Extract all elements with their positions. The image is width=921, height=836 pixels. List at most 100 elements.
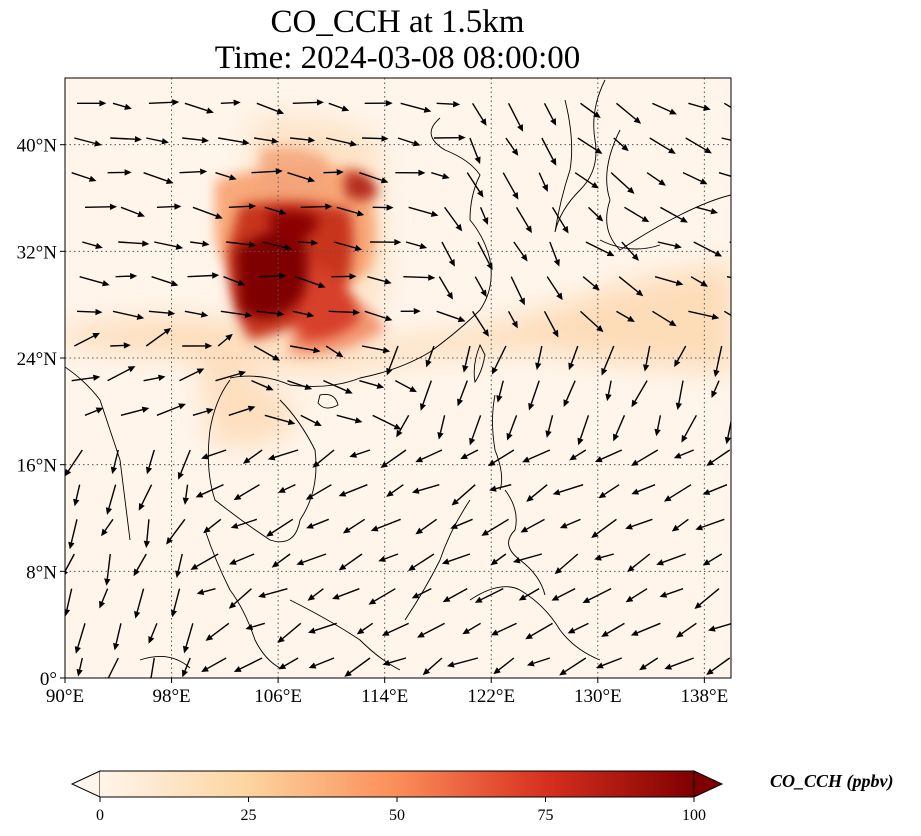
wind-arrow-shaft (104, 518, 114, 531)
wind-arrow-shaft (223, 276, 239, 284)
wind-arrow-head (382, 346, 391, 354)
wind-arrow-head (598, 491, 607, 499)
wind-arrow-head (595, 662, 604, 669)
wind-arrow-head (88, 175, 97, 182)
wind-arrow-shaft (652, 310, 671, 324)
wind-arrow-shaft (74, 335, 95, 347)
wind-arrow-shaft (438, 276, 450, 294)
colorbar-ticks: 0 25 50 75 100 (96, 797, 706, 824)
wind-arrow-head (706, 668, 714, 675)
wind-arrow-head (563, 399, 570, 407)
wind-arrow-shaft (533, 657, 551, 664)
wind-arrow-shaft (179, 171, 201, 174)
wind-arrow-head (338, 563, 347, 571)
colorbar-tick-label: 100 (682, 807, 706, 824)
wind-arrow-head (462, 627, 470, 635)
wind-arrow-head (703, 104, 711, 111)
wind-arrow-shaft (603, 345, 615, 370)
wind-arrow-head (457, 398, 464, 407)
wind-arrow-head (605, 393, 612, 402)
wind-arrow-head (65, 570, 69, 575)
wind-arrow-head (412, 140, 421, 147)
wind-arrow-shaft (538, 172, 546, 186)
wind-arrow-shaft (616, 310, 630, 320)
wind-arrow-shaft (317, 449, 335, 464)
wind-arrow-shaft (253, 345, 275, 358)
wind-arrow-shaft (101, 588, 109, 603)
wind-arrow-shaft (682, 172, 702, 182)
wind-arrow-head (248, 241, 257, 248)
wind-arrow-head (675, 279, 684, 286)
wind-arrow-head (65, 468, 72, 477)
wind-arrow-head (101, 528, 108, 537)
colorbar-tick-label: 50 (389, 807, 405, 824)
wind-arrow-shaft (290, 137, 309, 141)
wind-arrow-shaft (427, 345, 435, 362)
colorbar-extend-min (70, 770, 101, 798)
wind-arrow-shaft (681, 622, 697, 635)
wind-arrow-head (674, 359, 681, 368)
wind-arrow-head (133, 568, 140, 577)
wind-arrow-shaft (646, 172, 661, 183)
wind-arrow-head (370, 525, 379, 532)
wind-arrow-head (202, 240, 210, 247)
wind-arrow-head (99, 100, 107, 107)
wind-arrow-head (569, 453, 577, 461)
wind-arrow-shaft (284, 657, 299, 667)
wind-arrow-shaft (364, 310, 386, 319)
wind-arrow-head (228, 601, 237, 609)
wind-arrow-head (639, 663, 647, 671)
wind-arrow-shaft (436, 310, 460, 320)
wind-arrow-shaft (239, 657, 263, 670)
wind-arrow-head (113, 642, 120, 651)
wind-arrow-head (242, 457, 251, 464)
wind-arrow-head (702, 488, 711, 495)
wind-arrow-shaft (192, 206, 217, 217)
wind-arrow-shaft (120, 206, 139, 215)
wind-arrow-shaft (472, 310, 486, 332)
wind-arrow-shaft (120, 409, 143, 417)
wind-arrow-shaft (399, 414, 410, 432)
wind-arrow-shaft (587, 206, 599, 218)
wind-arrow-head (380, 461, 389, 469)
wind-arrow-shaft (184, 310, 202, 316)
wind-arrow-head (95, 308, 103, 316)
wind-arrow-head (230, 522, 239, 529)
wind-arrow-head (178, 403, 186, 410)
wind-arrow-head (385, 99, 393, 107)
wind-arrow-head (386, 367, 393, 376)
wind-arrow-shaft (70, 519, 78, 543)
wind-arrow-head (422, 668, 431, 676)
wind-arrow-head (486, 262, 493, 271)
wind-arrow-head (278, 663, 287, 670)
wind-arrow-head (659, 591, 668, 598)
wind-arrow-head (415, 456, 424, 463)
wind-arrow-shaft (311, 484, 332, 497)
wind-arrow-shaft (196, 553, 219, 567)
wind-arrow-shaft (474, 276, 484, 292)
wind-arrow-head (110, 466, 118, 475)
wind-arrow-head (713, 369, 720, 378)
wind-arrow-head (480, 289, 487, 298)
wind-arrow-shaft (218, 137, 243, 143)
wind-arrow-head (748, 245, 756, 251)
wind-arrow-shaft (477, 241, 490, 265)
wind-arrow-shaft (637, 484, 656, 493)
lon-tick-label: 98°E (152, 686, 190, 707)
wind-arrow-head (124, 169, 132, 176)
colorbar-label: CO_CCH (ppbv) (770, 771, 894, 792)
wind-arrow-shaft (570, 345, 579, 364)
wind-arrow-shaft (344, 553, 363, 567)
wind-arrow-shaft (78, 657, 83, 670)
wind-arrow-shaft (431, 171, 444, 177)
wind-arrow-shaft (107, 368, 130, 382)
wind-arrow-head (633, 116, 642, 124)
wind-arrow-shaft (693, 241, 717, 254)
wind-arrow-head (229, 558, 237, 565)
wind-arrow-head (312, 460, 320, 468)
wind-arrow-head (356, 210, 365, 217)
wind-arrow-head (418, 169, 426, 177)
wind-arrow-shaft (385, 449, 407, 465)
wind-arrow-shaft (464, 345, 471, 366)
lat-tick-label: 24°N (17, 349, 58, 370)
